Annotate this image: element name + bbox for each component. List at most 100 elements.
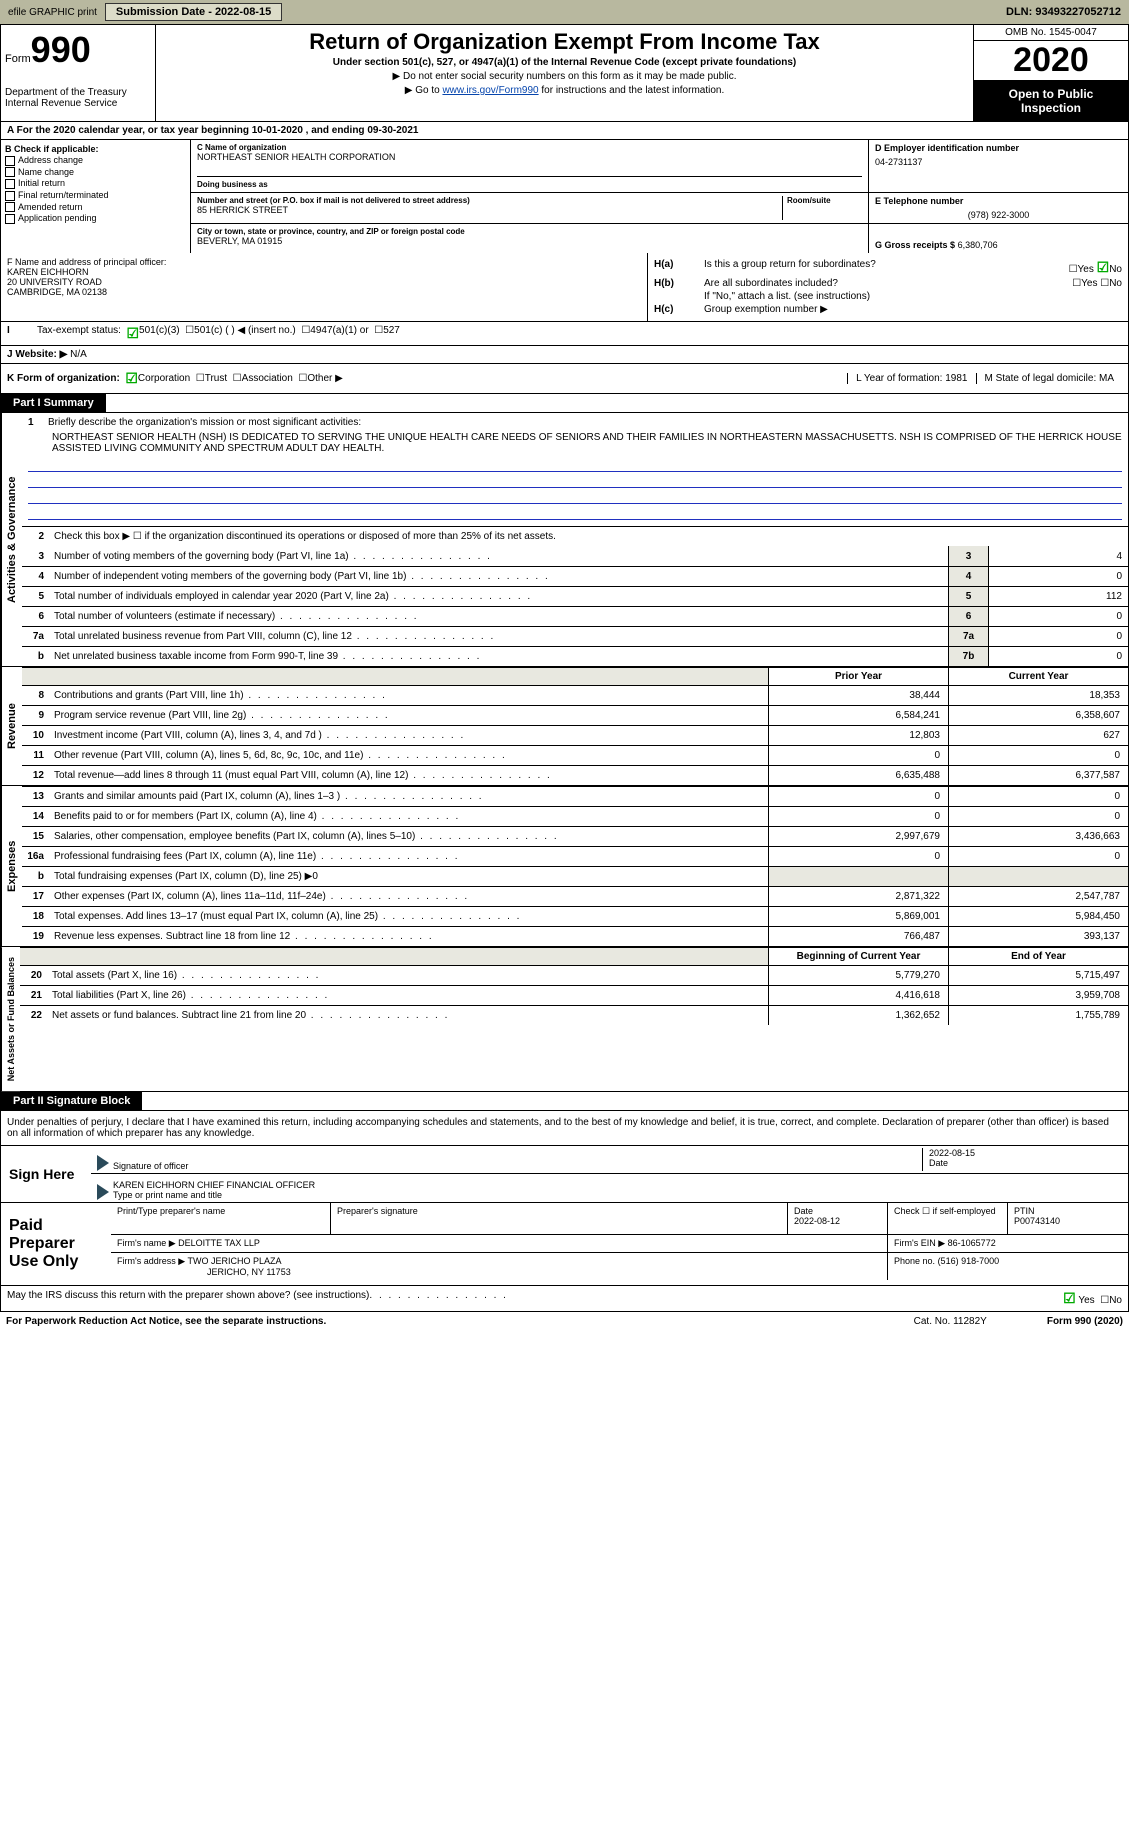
top-bar: efile GRAPHIC print Submission Date - 20… xyxy=(0,0,1129,24)
section-b: B Check if applicable: Address change Na… xyxy=(1,140,191,253)
line-14: 14 Benefits paid to or for members (Part… xyxy=(22,806,1128,826)
paid-preparer-label: Paid Preparer Use Only xyxy=(1,1203,111,1285)
line-15: 15 Salaries, other compensation, employe… xyxy=(22,826,1128,846)
dln-label: DLN: 93493227052712 xyxy=(1006,6,1121,18)
open-public-badge: Open to Public Inspection xyxy=(974,81,1128,121)
dept-label: Department of the Treasury xyxy=(5,87,151,98)
irs-link[interactable]: www.irs.gov/Form990 xyxy=(442,85,538,96)
section-fgh: F Name and address of principal officer:… xyxy=(0,253,1129,322)
line-8: 8 Contributions and grants (Part VIII, l… xyxy=(22,685,1128,705)
section-b-label: B Check if applicable: xyxy=(5,144,186,154)
line-7a: 7a Total unrelated business revenue from… xyxy=(22,626,1128,646)
chk-self-employed[interactable]: Check ☐ if self-employed xyxy=(888,1203,1008,1234)
gross-receipts-cell: G Gross receipts $ 6,380,706 xyxy=(868,224,1128,253)
line-9: 9 Program service revenue (Part VIII, li… xyxy=(22,705,1128,725)
sig-date-value: 2022-08-15 xyxy=(929,1148,1122,1158)
chk-amended-return[interactable]: Amended return xyxy=(5,202,186,213)
form-year-block: OMB No. 1545-0047 2020 Open to Public In… xyxy=(973,25,1128,121)
sign-here-label: Sign Here xyxy=(1,1146,91,1202)
vtab-revenue: Revenue xyxy=(1,667,22,785)
section-bcd: B Check if applicable: Address change Na… xyxy=(0,140,1129,253)
chk-application-pending[interactable]: Application pending xyxy=(5,213,186,224)
line-13: 13 Grants and similar amounts paid (Part… xyxy=(22,786,1128,806)
org-city: BEVERLY, MA 01915 xyxy=(197,236,862,246)
line-21: 21 Total liabilities (Part X, line 26) 4… xyxy=(20,985,1128,1005)
officer-name: KAREN EICHHORN xyxy=(7,267,641,277)
line-10: 10 Investment income (Part VIII, column … xyxy=(22,725,1128,745)
org-name-cell: C Name of organization NORTHEAST SENIOR … xyxy=(191,140,868,192)
firm-phone: (516) 918-7000 xyxy=(938,1256,1000,1266)
form-title-block: Return of Organization Exempt From Incom… xyxy=(156,25,973,121)
section-f: F Name and address of principal officer:… xyxy=(1,253,648,321)
part1-header: Part I Summary xyxy=(1,394,106,412)
chk-address-change[interactable]: Address change xyxy=(5,155,186,166)
state-domicile: M State of legal domicile: MA xyxy=(976,373,1123,384)
irs-label: Internal Revenue Service xyxy=(5,98,151,109)
line-5: 5 Total number of individuals employed i… xyxy=(22,586,1128,606)
form-title: Return of Organization Exempt From Incom… xyxy=(160,29,969,55)
firm-addr2: JERICHO, NY 11753 xyxy=(117,1267,291,1277)
paid-preparer-block: Paid Preparer Use Only Print/Type prepar… xyxy=(0,1203,1129,1286)
chk-initial-return[interactable]: Initial return xyxy=(5,178,186,189)
ha-yes-no[interactable]: ☐Yes ☑No xyxy=(1069,259,1122,276)
part1-revenue: Revenue Prior YearCurrent Year 8 Contrib… xyxy=(0,667,1129,786)
arrow-icon xyxy=(97,1184,109,1200)
firm-name: DELOITTE TAX LLP xyxy=(178,1238,260,1248)
line-b: b Net unrelated business taxable income … xyxy=(22,646,1128,666)
firm-ein: 86-1065772 xyxy=(948,1238,996,1248)
website-value: N/A xyxy=(70,349,87,360)
vtab-netassets: Net Assets or Fund Balances xyxy=(1,947,20,1091)
form-subtitle: Under section 501(c), 527, or 4947(a)(1)… xyxy=(160,57,969,68)
phone-cell: E Telephone number (978) 922-3000 xyxy=(868,193,1128,223)
chk-name-change[interactable]: Name change xyxy=(5,167,186,178)
hb-yes-no[interactable]: ☐Yes ☐No xyxy=(1072,278,1122,289)
cat-number: Cat. No. 11282Y xyxy=(914,1316,987,1327)
tax-year: 2020 xyxy=(974,41,1128,81)
ptin-value: P00743140 xyxy=(1014,1216,1060,1226)
line-3: 3 Number of voting members of the govern… xyxy=(22,546,1128,566)
row-j: J Website: ▶ N/A xyxy=(0,346,1129,364)
line-20: 20 Total assets (Part X, line 16) 5,779,… xyxy=(20,965,1128,985)
row-a-tax-year: A For the 2020 calendar year, or tax yea… xyxy=(0,122,1129,140)
row-k: K Form of organization: ☑ Corporation ☐ … xyxy=(0,364,1129,394)
line-11: 11 Other revenue (Part VIII, column (A),… xyxy=(22,745,1128,765)
line-18: 18 Total expenses. Add lines 13–17 (must… xyxy=(22,906,1128,926)
vtab-expenses: Expenses xyxy=(1,786,22,946)
efile-label: efile GRAPHIC print xyxy=(8,7,97,18)
form-id-block: Form990 Department of the Treasury Inter… xyxy=(1,25,156,121)
line-16a: 16a Professional fundraising fees (Part … xyxy=(22,846,1128,866)
row-i: ITax-exempt status: ☑ 501(c)(3) ☐ 501(c)… xyxy=(0,322,1129,346)
form-label: Form xyxy=(5,53,31,65)
prep-date: 2022-08-12 xyxy=(794,1216,840,1226)
footer: For Paperwork Reduction Act Notice, see … xyxy=(0,1312,1129,1331)
ein-value: 04-2731137 xyxy=(875,157,1122,167)
chk-corporation[interactable]: ☑ xyxy=(125,370,138,387)
line-12: 12 Total revenue—add lines 8 through 11 … xyxy=(22,765,1128,785)
org-address: 85 HERRICK STREET xyxy=(197,205,782,215)
org-name: NORTHEAST SENIOR HEALTH CORPORATION xyxy=(197,152,862,162)
officer-typed-name: KAREN EICHHORN CHIEF FINANCIAL OFFICER xyxy=(113,1180,315,1190)
pra-notice: For Paperwork Reduction Act Notice, see … xyxy=(6,1316,326,1327)
phone-value: (978) 922-3000 xyxy=(875,210,1122,220)
form-number: 990 xyxy=(31,29,91,70)
discuss-yes-no[interactable]: ☑ Yes ☐No xyxy=(1063,1290,1122,1307)
sign-here-block: Sign Here Signature of officer 2022-08-1… xyxy=(0,1146,1129,1203)
form-header: Form990 Department of the Treasury Inter… xyxy=(0,24,1129,122)
part1-netassets: Net Assets or Fund Balances Beginning of… xyxy=(0,947,1129,1092)
line-6: 6 Total number of volunteers (estimate i… xyxy=(22,606,1128,626)
ein-cell: D Employer identification number 04-2731… xyxy=(868,140,1128,192)
line-b: b Total fundraising expenses (Part IX, c… xyxy=(22,866,1128,886)
firm-addr1: TWO JERICHO PLAZA xyxy=(188,1256,282,1266)
line-22: 22 Net assets or fund balances. Subtract… xyxy=(20,1005,1128,1025)
discuss-row: May the IRS discuss this return with the… xyxy=(0,1286,1129,1312)
signature-intro: Under penalties of perjury, I declare th… xyxy=(0,1111,1129,1146)
officer-addr1: 20 UNIVERSITY ROAD xyxy=(7,277,641,287)
omb-number: OMB No. 1545-0047 xyxy=(974,25,1128,41)
section-cd: C Name of organization NORTHEAST SENIOR … xyxy=(191,140,1128,253)
gross-receipts-value: 6,380,706 xyxy=(958,240,998,250)
chk-final-return[interactable]: Final return/terminated xyxy=(5,190,186,201)
form-note-2: ▶ Go to www.irs.gov/Form990 for instruct… xyxy=(160,85,969,96)
chk-501c3[interactable]: ☑ xyxy=(126,325,139,342)
year-formation: L Year of formation: 1981 xyxy=(847,373,975,384)
submission-date-button[interactable]: Submission Date - 2022-08-15 xyxy=(105,3,282,21)
